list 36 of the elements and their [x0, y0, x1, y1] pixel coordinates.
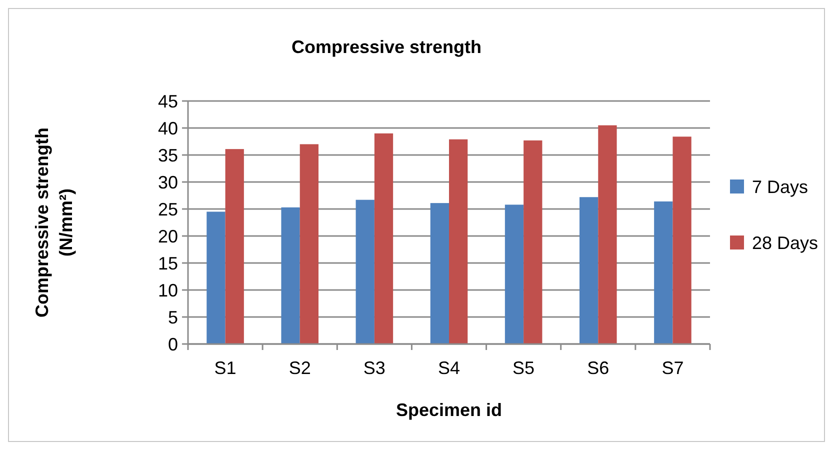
- bar: [449, 139, 468, 344]
- bar: [654, 201, 673, 344]
- x-tick-label: S7: [662, 358, 684, 378]
- bar: [300, 144, 318, 344]
- y-tick-label: 40: [158, 118, 178, 138]
- bar: [580, 197, 598, 344]
- x-axis-title: Specimen id: [396, 400, 502, 420]
- chart-title: Compressive strength: [291, 37, 482, 57]
- bar: [225, 149, 244, 344]
- y-tick-label: 45: [158, 91, 178, 112]
- x-tick-label: S2: [288, 358, 311, 378]
- bar: [374, 133, 394, 344]
- y-tick-label: 10: [158, 280, 178, 300]
- y-tick-label: 0: [168, 334, 178, 354]
- bar: [672, 136, 692, 344]
- x-tick-label: S1: [214, 358, 236, 378]
- x-tick-label: S4: [438, 358, 460, 378]
- bar: [504, 204, 524, 344]
- x-tick-label: S5: [512, 358, 535, 378]
- bar: [430, 203, 449, 344]
- legend-label: 7 Days: [752, 176, 808, 197]
- x-tick-label: S6: [587, 358, 610, 378]
- bar: [356, 200, 374, 344]
- y-tick-label: 5: [168, 307, 178, 328]
- y-tick-label: 35: [158, 145, 178, 166]
- bar: [524, 140, 542, 344]
- y-tick-label: 30: [158, 172, 178, 192]
- y-tick-label: 25: [158, 199, 178, 220]
- bar: [281, 207, 300, 344]
- y-axis-title: Compressive strength (N/mm²): [32, 127, 76, 318]
- legend-label: 28 Days: [752, 232, 818, 253]
- x-tick-label: S3: [363, 358, 386, 378]
- bar: [598, 125, 617, 344]
- bar: [206, 212, 226, 344]
- y-tick-label: 20: [158, 226, 178, 246]
- y-tick-label: 15: [158, 253, 178, 274]
